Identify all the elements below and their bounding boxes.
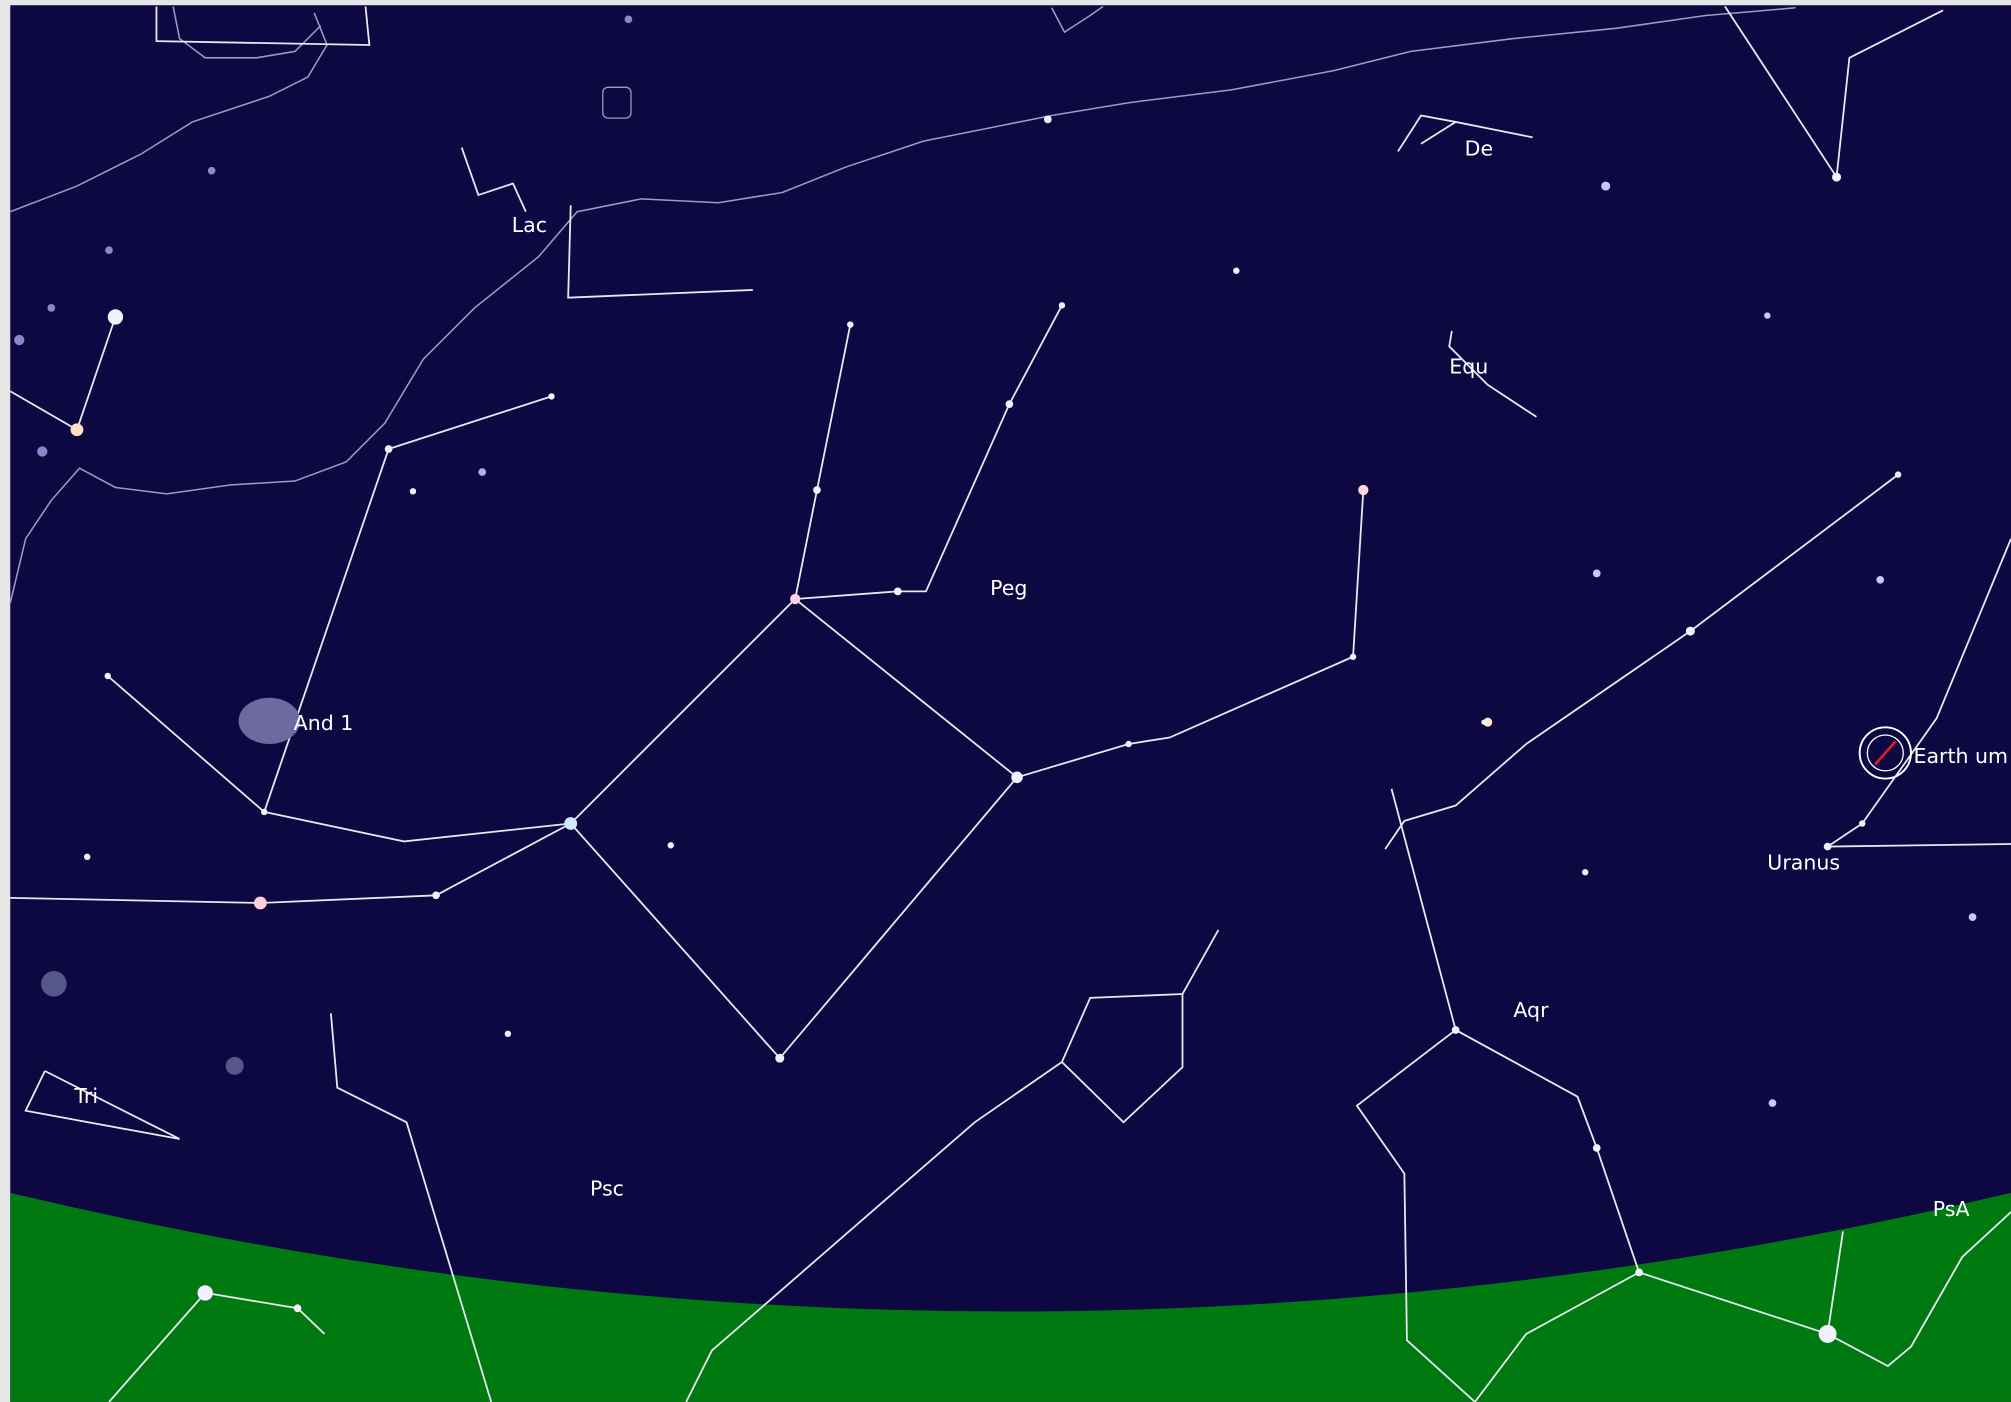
constellation-lines xyxy=(9,6,2011,1402)
label-uranus: Uranus xyxy=(1767,851,1840,875)
label-equ: Equ xyxy=(1449,354,1488,378)
label-psc: Psc xyxy=(590,1176,624,1200)
andromeda-galaxy xyxy=(238,697,301,744)
stars xyxy=(14,15,1977,1343)
label-tri: Tri xyxy=(73,1084,98,1108)
label-peg: Peg xyxy=(990,576,1027,600)
label-aqr: Aqr xyxy=(1513,998,1549,1022)
sky xyxy=(10,5,2011,1402)
label-del: De xyxy=(1465,136,1493,160)
label-psa: PsA xyxy=(1933,1197,1970,1221)
label-earth-umbra: Earth um xyxy=(1914,744,2009,768)
earth-umbra-symbol xyxy=(1858,726,1912,780)
marker-box xyxy=(602,86,632,119)
horizon xyxy=(10,1192,2011,1402)
label-and: And 1 xyxy=(294,711,354,735)
milky-way-outline xyxy=(9,5,1796,604)
label-lac: Lac xyxy=(512,213,547,237)
